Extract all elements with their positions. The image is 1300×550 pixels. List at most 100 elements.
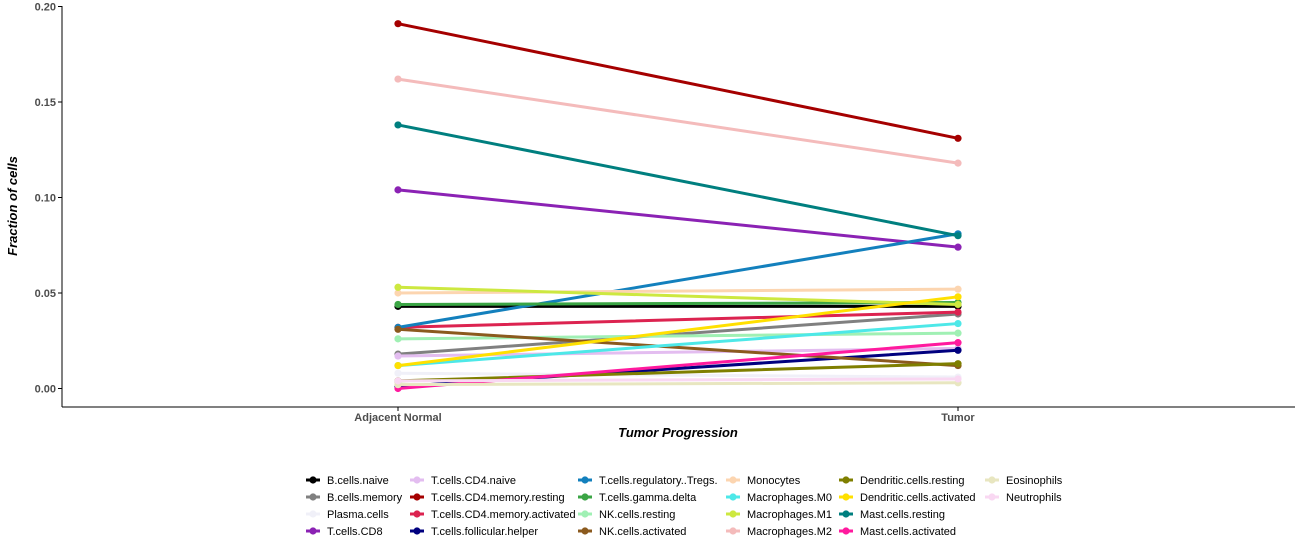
data-point bbox=[954, 243, 962, 251]
legend-item: T.cells.CD4.memory.activated bbox=[410, 509, 576, 521]
legend-key-point bbox=[988, 476, 996, 484]
legend-item: T.cells.CD8 bbox=[306, 526, 383, 538]
legend-key-point bbox=[413, 476, 421, 484]
legend-key-point bbox=[309, 510, 317, 518]
legend-label: Mast.cells.resting bbox=[860, 509, 945, 521]
legend-label: Mast.cells.activated bbox=[860, 526, 956, 538]
series-line bbox=[396, 377, 960, 383]
legend-item: T.cells.regulatory..Tregs. bbox=[578, 475, 718, 487]
legend-label: T.cells.regulatory..Tregs. bbox=[599, 475, 718, 487]
legend-key-point bbox=[729, 510, 737, 518]
legend-key-point bbox=[581, 493, 589, 501]
legend-item: B.cells.naive bbox=[306, 475, 389, 487]
legend-key-point bbox=[729, 476, 737, 484]
data-point bbox=[394, 377, 402, 385]
data-point bbox=[394, 361, 402, 370]
series-line bbox=[396, 322, 960, 368]
y-tick-label: 0.05 bbox=[35, 288, 56, 300]
legend-label: NK.cells.activated bbox=[599, 526, 686, 538]
legend-key-point bbox=[842, 493, 850, 501]
data-point bbox=[394, 325, 402, 333]
series-T.cells.CD8 bbox=[394, 186, 962, 251]
series-Macrophages.M2 bbox=[394, 75, 962, 167]
legend-item: Dendritic.cells.activated bbox=[839, 492, 976, 504]
series-line bbox=[396, 188, 960, 249]
legend-item: Macrophages.M0 bbox=[726, 492, 832, 504]
series-T.cells.regulatory..Tregs. bbox=[394, 230, 962, 331]
series-NK.cells.resting bbox=[394, 329, 962, 343]
series-T.cells.CD4.memory.resting bbox=[394, 20, 962, 142]
series-line bbox=[396, 285, 960, 306]
series-line bbox=[396, 232, 960, 329]
data-point bbox=[954, 329, 962, 337]
series-line bbox=[396, 331, 960, 341]
legend-key-point bbox=[413, 493, 421, 501]
legend-key-point bbox=[581, 510, 589, 518]
data-point bbox=[394, 20, 402, 28]
legend-label: Macrophages.M1 bbox=[747, 509, 832, 521]
x-tick-label: Adjacent Normal bbox=[354, 412, 441, 424]
data-point bbox=[954, 346, 962, 354]
legend-label: B.cells.naive bbox=[327, 475, 389, 487]
data-point bbox=[954, 339, 962, 347]
legend-key-point bbox=[842, 476, 850, 484]
series-line bbox=[396, 295, 960, 368]
legend-item: T.cells.follicular.helper bbox=[410, 526, 538, 538]
data-point bbox=[954, 360, 962, 368]
legend-item: Mast.cells.resting bbox=[839, 509, 945, 521]
series-Monocytes bbox=[394, 285, 962, 297]
series-line bbox=[396, 312, 960, 356]
legend-label: Plasma.cells bbox=[327, 509, 389, 521]
y-tick-label: 0.20 bbox=[35, 2, 56, 14]
series-line bbox=[396, 327, 960, 368]
legend-item: T.cells.gamma.delta bbox=[578, 492, 697, 504]
legend-item: Plasma.cells bbox=[306, 509, 389, 521]
data-point bbox=[954, 308, 962, 316]
legend-label: T.cells.gamma.delta bbox=[599, 492, 697, 504]
series-line bbox=[396, 371, 960, 379]
series-Mast.cells.resting bbox=[394, 121, 962, 240]
data-point bbox=[394, 352, 402, 360]
legend-key-point bbox=[729, 493, 737, 501]
data-point bbox=[394, 283, 402, 291]
legend-item: T.cells.CD4.naive bbox=[410, 475, 516, 487]
legend-key-point bbox=[309, 493, 317, 501]
series-Macrophages.M1 bbox=[394, 283, 962, 309]
data-point bbox=[394, 335, 402, 343]
legend-key-point bbox=[581, 527, 589, 535]
series-line bbox=[396, 362, 960, 383]
data-point bbox=[954, 293, 962, 301]
data-point bbox=[954, 300, 962, 309]
y-tick-label: 0.15 bbox=[35, 97, 56, 109]
legend-label: B.cells.memory bbox=[327, 492, 403, 504]
legend-item: NK.cells.resting bbox=[578, 509, 675, 521]
legend-label: T.cells.CD4.naive bbox=[431, 475, 516, 487]
series-Dendritic.cells.activated bbox=[394, 293, 962, 370]
legend-label: Dendritic.cells.resting bbox=[860, 475, 965, 487]
series-layer bbox=[394, 20, 962, 393]
legend-key-point bbox=[581, 476, 589, 484]
y-ticks: 0.00 0.05 0.10 0.15 0.20 bbox=[35, 2, 62, 396]
y-tick-label: 0.10 bbox=[35, 193, 56, 205]
legend-key-point bbox=[842, 527, 850, 535]
legend-item: Eosinophils bbox=[985, 475, 1063, 487]
legend-label: Dendritic.cells.activated bbox=[860, 492, 976, 504]
series-line bbox=[396, 287, 960, 295]
legend: B.cells.naive B.cells.memory Plasma.cells T… bbox=[306, 475, 1063, 538]
data-point bbox=[394, 300, 402, 309]
y-tick-label: 0.00 bbox=[35, 384, 56, 396]
legend-label: Monocytes bbox=[747, 475, 801, 487]
data-point bbox=[954, 375, 962, 383]
legend-label: Neutrophils bbox=[1006, 492, 1062, 504]
legend-item: B.cells.memory bbox=[306, 492, 403, 504]
series-line bbox=[396, 22, 960, 140]
data-point bbox=[954, 232, 962, 240]
legend-label: NK.cells.resting bbox=[599, 509, 675, 521]
legend-key-point bbox=[729, 527, 737, 535]
x-ticks: Adjacent Normal Tumor bbox=[354, 407, 975, 424]
legend-label: T.cells.CD4.memory.resting bbox=[431, 492, 565, 504]
y-axis-title: Fraction of cells bbox=[5, 156, 20, 256]
legend-key-point bbox=[988, 493, 996, 501]
legend-item: Monocytes bbox=[726, 475, 801, 487]
